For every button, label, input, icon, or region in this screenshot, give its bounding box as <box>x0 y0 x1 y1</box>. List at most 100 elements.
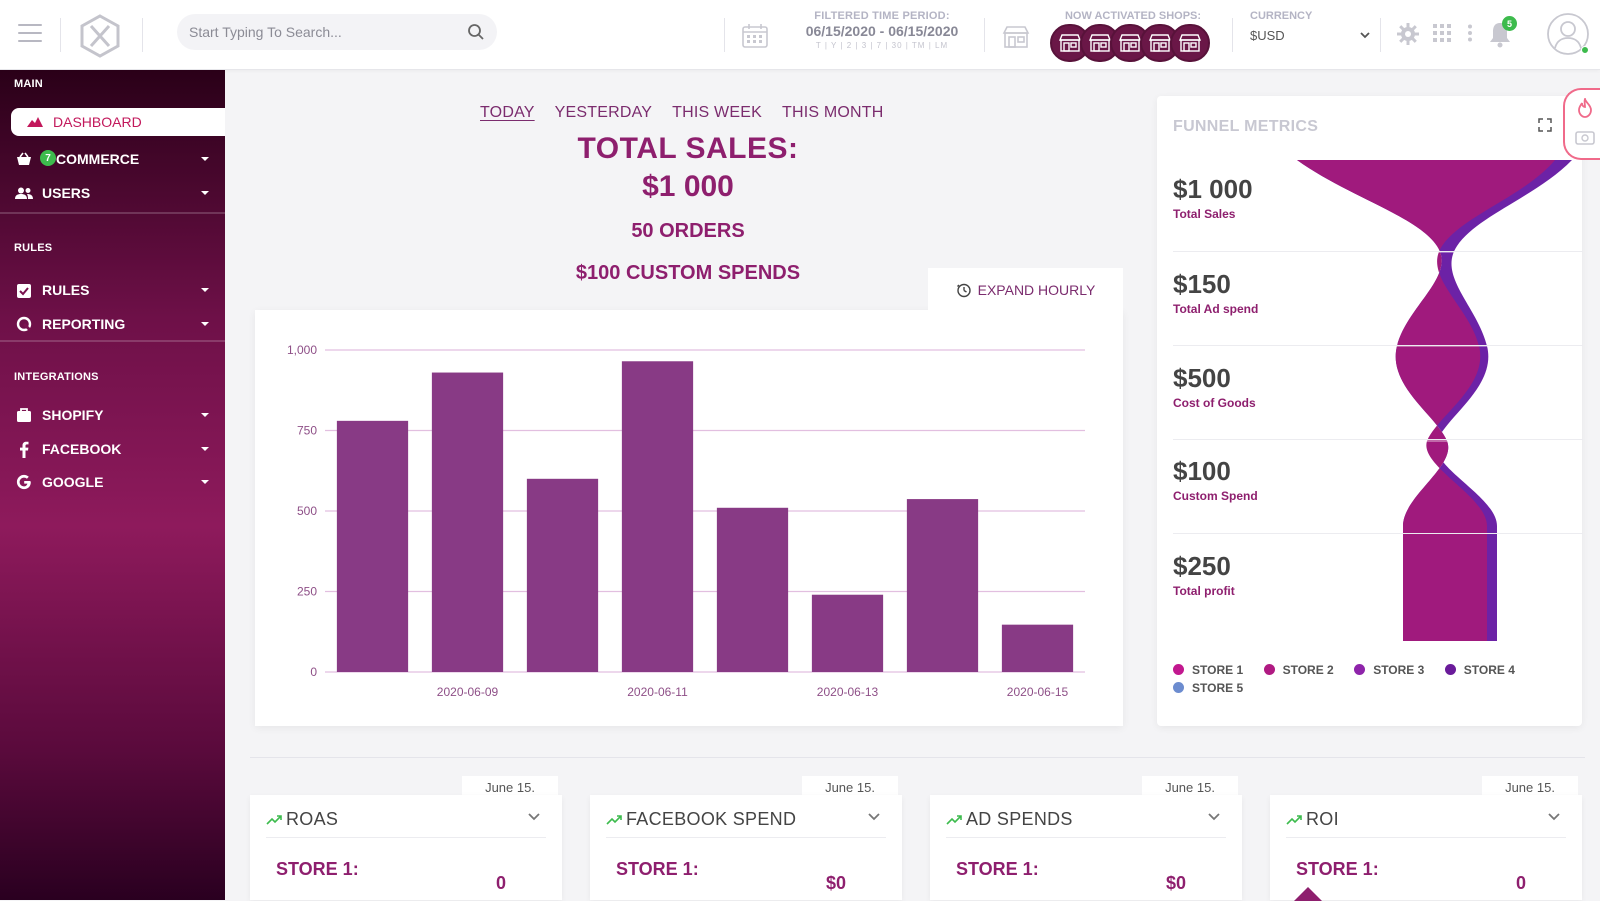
sidebar-item-dashboard[interactable]: DASHBOARD <box>11 108 225 136</box>
card-date-tab: June 15. <box>1142 776 1238 798</box>
google-icon <box>16 474 31 490</box>
sidebar-item-users[interactable]: USERS <box>0 178 225 208</box>
card-store-label: STORE 1: <box>1296 859 1379 879</box>
trending-up-icon <box>1286 814 1302 825</box>
y-tick-label: 250 <box>297 585 317 599</box>
user-avatar-icon[interactable] <box>1546 12 1590 56</box>
sidebar-item-ecommerce[interactable]: 7 E-COMMERCE <box>0 144 225 174</box>
metric-value: $100 <box>1173 456 1231 486</box>
sidebar-item-label: E-COMMERCE <box>42 151 140 167</box>
activated-shops: NOW ACTIVATED SHOPS: <box>1050 10 1216 62</box>
hamburger-menu-icon[interactable] <box>18 24 42 44</box>
card-store-label: STORE 1: <box>616 859 699 879</box>
caret-down-icon <box>201 413 209 417</box>
tab-yesterday[interactable]: YESTERDAY <box>554 104 653 121</box>
chevron-down-icon[interactable] <box>1360 32 1370 39</box>
legend-item-store-5[interactable]: STORE 5 <box>1173 681 1243 695</box>
card-store-value: 0 <box>1515 873 1526 893</box>
legend-item-store-1[interactable]: STORE 1 <box>1173 663 1243 677</box>
avatar[interactable] <box>1546 12 1590 56</box>
funnel-metric: $150 Total Ad spend <box>1173 269 1258 316</box>
chevron-down-icon[interactable] <box>528 813 540 821</box>
chart-bar[interactable] <box>1001 624 1074 672</box>
legend-label: STORE 1 <box>1192 662 1244 677</box>
legend-dot <box>1173 664 1184 675</box>
funnel-graphic <box>1297 160 1582 641</box>
divider <box>1380 18 1381 52</box>
sidebar-item-rules[interactable]: RULES <box>0 275 225 305</box>
legend-label: STORE 3 <box>1373 662 1425 677</box>
more-vertical-icon[interactable] <box>1467 24 1473 42</box>
notifications[interactable]: 5 <box>1487 16 1517 48</box>
legend-item-store-4[interactable]: STORE 4 <box>1444 663 1515 677</box>
quick-actions-widget[interactable] <box>1563 88 1600 160</box>
search-icon[interactable] <box>467 23 485 41</box>
legend-item-store-3[interactable]: STORE 3 <box>1354 663 1424 677</box>
funnel-legend: STORE 1 STORE 2 STORE 3 STORE 4 STORE 5 <box>1173 662 1573 698</box>
x-tick-label: 2020-06-15 <box>1007 685 1069 699</box>
store-icon <box>1059 34 1081 52</box>
chevron-down-icon[interactable] <box>1208 813 1220 821</box>
chart-bar[interactable] <box>906 499 979 672</box>
expand-hourly-label: EXPAND HOURLY <box>977 282 1096 298</box>
chevron-down-icon[interactable] <box>868 813 880 821</box>
dollar-bill-icon[interactable] <box>1575 130 1595 146</box>
time-period-filter[interactable]: FILTERED TIME PERIOD: 06/15/2020 - 06/15… <box>794 10 970 50</box>
sidebar-item-reporting[interactable]: REPORTING <box>0 309 225 339</box>
time-period-quick-ranges[interactable]: T | Y | 2 | 3 | 7 | 30 | TM | LM <box>815 41 949 50</box>
fullscreen-icon[interactable] <box>1538 118 1552 132</box>
sidebar-item-label: REPORTING <box>42 316 126 332</box>
chart-bar[interactable] <box>621 361 694 672</box>
tab-this-week[interactable]: THIS WEEK <box>672 104 762 121</box>
shop-icon[interactable] <box>1002 25 1030 49</box>
funnel-metric: $500 Cost of Goods <box>1173 363 1256 410</box>
shop-chip[interactable] <box>1170 24 1210 62</box>
card-store-value: $0 <box>1165 873 1186 893</box>
sidebar-divider <box>0 340 225 342</box>
chart-bar[interactable] <box>431 372 504 672</box>
currency-value[interactable]: $USD <box>1250 28 1285 43</box>
sidebar-item-shopify[interactable]: SHOPIFY <box>0 400 225 430</box>
legend-dot <box>1263 664 1275 675</box>
divider <box>60 18 61 52</box>
tab-this-month[interactable]: THIS MONTH <box>781 104 884 121</box>
section-divider <box>250 757 1585 758</box>
chart-bar[interactable] <box>716 507 789 672</box>
x-tick-label: 2020-06-09 <box>437 685 499 699</box>
trending-up-icon <box>266 814 282 825</box>
sidebar-item-label: SHOPIFY <box>42 407 104 423</box>
custom-spends: $100 CUSTOM SPENDS <box>575 262 801 284</box>
gear-icon[interactable] <box>1396 22 1420 46</box>
tab-today[interactable]: TODAY <box>480 104 535 121</box>
chart-bar[interactable] <box>526 478 599 672</box>
card-title: FACEBOOK SPEND <box>626 809 797 829</box>
caret-down-icon <box>201 322 209 326</box>
dashboard-icon <box>27 117 43 127</box>
metric-label: Total Sales <box>1173 207 1236 221</box>
legend-item-store-2[interactable]: STORE 2 <box>1263 662 1334 677</box>
metric-label: Total profit <box>1173 584 1235 598</box>
legend-label: STORE 5 <box>1192 680 1244 695</box>
sidebar-item-google[interactable]: GOOGLE <box>0 467 225 497</box>
currency-select[interactable]: CURRENCY $USD <box>1250 10 1370 48</box>
shopping-basket-icon <box>17 152 31 165</box>
sidebar: MAIN DASHBOARD 7 E-COMMERCE USERS RULES … <box>0 70 225 900</box>
chevron-down-icon[interactable] <box>1548 813 1560 821</box>
caret-down-icon <box>201 157 209 161</box>
time-period-value[interactable]: 06/15/2020 - 06/15/2020 <box>805 23 959 39</box>
metric-value: $250 <box>1173 551 1231 581</box>
shopify-bag-icon <box>17 408 31 422</box>
caret-down-icon <box>201 447 209 451</box>
sidebar-item-facebook[interactable]: FACEBOOK <box>0 434 225 464</box>
chart-bar[interactable] <box>811 594 884 672</box>
calendar-icon[interactable] <box>742 24 768 48</box>
apps-grid-icon[interactable] <box>1433 24 1451 42</box>
legend-label: STORE 2 <box>1282 662 1334 677</box>
expand-hourly-button[interactable]: EXPAND HOURLY <box>928 268 1123 312</box>
chart-bar[interactable] <box>336 420 409 672</box>
flame-icon[interactable] <box>1577 98 1593 118</box>
search-input[interactable] <box>177 14 447 50</box>
card-divider <box>266 837 546 838</box>
card-store-value: $0 <box>825 873 846 893</box>
legend-dot <box>1173 682 1184 693</box>
